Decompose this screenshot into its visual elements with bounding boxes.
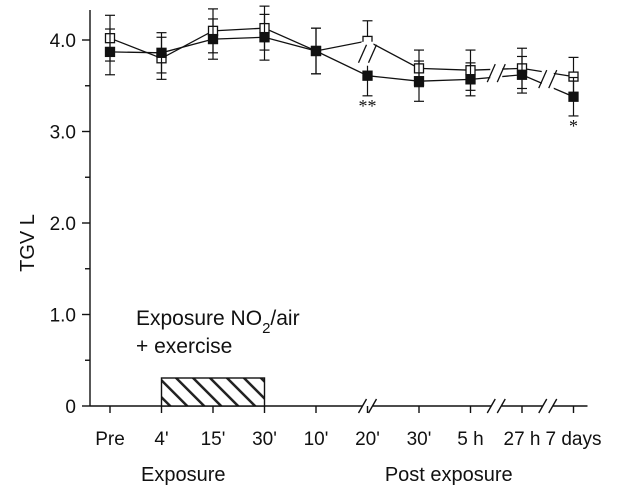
series-break-mark [538, 69, 548, 89]
data-point [207, 33, 219, 45]
exposure-annotation-text: Exposure NO [136, 307, 262, 330]
x-tick-label: 20' [355, 429, 380, 450]
data-point [516, 69, 528, 80]
x-tick-label: 10' [304, 429, 329, 450]
series-line [109, 27, 574, 78]
series-break-mark [486, 63, 496, 83]
x-tick-label: 4' [154, 429, 168, 450]
series-layer: *** [104, 5, 579, 136]
series-filled-square [104, 13, 579, 117]
exposure-period-bar [160, 377, 266, 407]
exposure-annotation-subscript: 2 [262, 320, 270, 337]
series-break-mark [367, 44, 378, 63]
series-open-square [104, 5, 579, 97]
axes: 0 1.0 2.0 3.0 4.0 Pre 4' 15' 30' 10' 20' 30' 5 h 27 h… [50, 10, 602, 450]
data-point [568, 91, 579, 102]
x-axis-break-mark [538, 398, 548, 414]
data-point [413, 76, 425, 87]
series-break-mark [357, 44, 368, 63]
y-tick-label: 3.0 [50, 123, 76, 144]
y-tick-label: 1.0 [50, 306, 76, 327]
labels: TGV L Exposure Post exposure Exposure NO… [17, 214, 513, 486]
x-tick-label: 30' [252, 429, 277, 450]
x-tick-label: 5 h [457, 429, 483, 450]
data-point [156, 47, 167, 58]
x-axis-break-mark [486, 398, 496, 414]
series-break-gap [490, 61, 503, 86]
data-point [259, 32, 270, 43]
x-tick-label: 15' [201, 429, 226, 450]
data-point [465, 74, 476, 85]
data-point [310, 45, 322, 57]
data-point [362, 70, 373, 81]
data-point [104, 46, 116, 58]
significance-marker: * [569, 116, 578, 136]
group-label-exposure: Exposure [141, 464, 226, 486]
y-tick-label: 0 [65, 397, 76, 418]
x-tick-label: 7 days [546, 429, 602, 450]
series-break-mark [548, 69, 558, 89]
y-tick-label: 2.0 [50, 214, 76, 235]
y-axis-label: TGV L [17, 214, 39, 272]
significance-marker: ** [359, 96, 377, 116]
series-break-gap [541, 67, 554, 92]
exposure-annotation-line1: Exposure NO2/air [136, 307, 300, 337]
exposure-hatched-bar [160, 377, 266, 407]
x-tick-label: 30' [407, 429, 432, 450]
exposure-annotation-line2: + exercise [136, 335, 232, 358]
x-axis-break-mark [357, 398, 368, 414]
x-tick-label: 27 h [504, 429, 541, 450]
series-break-gap [361, 41, 374, 66]
series-break-mark [496, 63, 506, 83]
group-label-post-exposure: Post exposure [385, 464, 513, 486]
x-tick-label: Pre [95, 429, 125, 450]
exposure-annotation-suffix: /air [270, 307, 299, 330]
y-tick-label: 4.0 [50, 31, 76, 52]
